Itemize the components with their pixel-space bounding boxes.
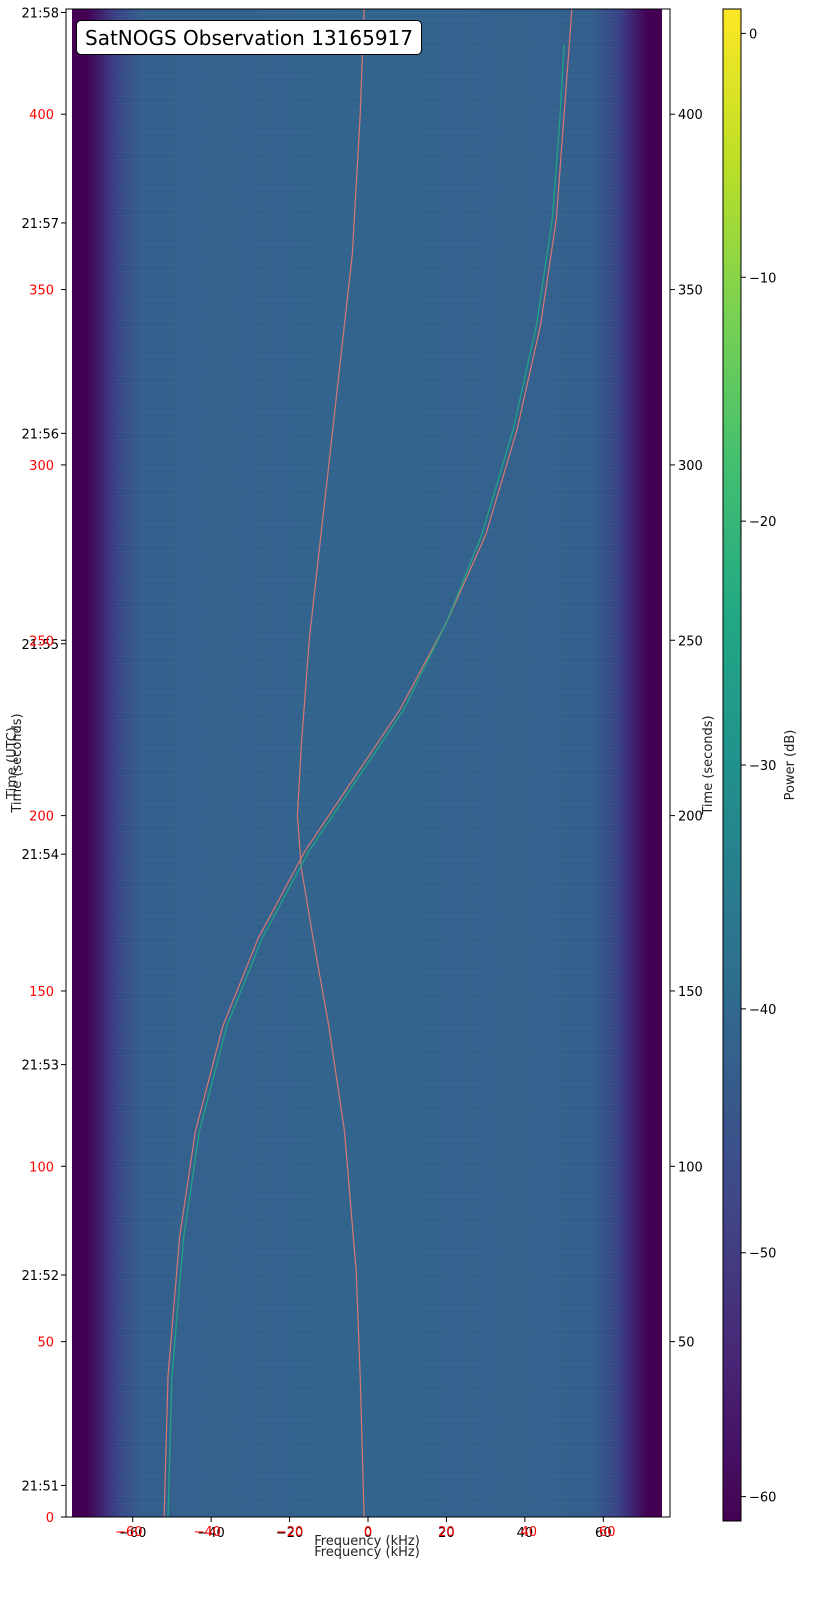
x-axis-label-secondary: Frequency (kHz) (314, 1534, 420, 1549)
y-seconds-tick-label-left: 250 (29, 634, 54, 649)
y-seconds-tick-label-left: 0 (46, 1511, 54, 1526)
x-tick-label-red: 20 (438, 1525, 455, 1540)
x-axis-ticks: −60 −40 −20 0 20 40 60 (119, 1517, 612, 1541)
x-tick-label-red: 0 (364, 1525, 372, 1540)
spectrogram-plot-area (65, 8, 671, 1518)
y-utc-tick-label: 21:52 (22, 1269, 59, 1284)
colorbar-tick-label: −60 (749, 1491, 776, 1506)
x-tick-label: 60 (595, 1526, 612, 1541)
x-tick-label-red: 60 (599, 1525, 616, 1540)
colorbar: 0 −10 −20 −30 −40 −50 −60 Power (dB) (722, 8, 798, 1522)
y-utc-tick-label: 21:55 (22, 638, 59, 653)
y-seconds-tick-label-right: 250 (678, 634, 703, 649)
y-axis-utc-ticks: 21:51 21:52 21:53 21:54 21:55 21:56 21:57 21:58 (22, 7, 66, 1494)
y-seconds-tick-label-right: 400 (678, 108, 703, 123)
y-seconds-tick-label-right: 300 (678, 459, 703, 474)
colorbar-ticks: 0 −10 −20 −30 −40 −50 −60 (741, 27, 776, 1506)
y-seconds-tick-label-left: 100 (29, 1160, 54, 1175)
colorbar-tick-label: −20 (749, 515, 776, 530)
y-utc-tick-label: 21:57 (22, 217, 59, 232)
y-axis-label-seconds-right: Time (seconds) (701, 715, 716, 815)
y-seconds-tick-label-left: 350 (29, 284, 54, 299)
doppler-curve-1 (163, 8, 573, 1518)
x-tick-label-red: 40 (521, 1525, 538, 1540)
y-seconds-tick-label-left: 400 (29, 108, 54, 123)
y-utc-tick-label: 21:56 (22, 427, 59, 442)
colorbar-tick-label: −30 (749, 759, 776, 774)
colorbar-label: Power (dB) (783, 730, 798, 801)
spectrogram-noise-texture (115, 9, 619, 1517)
x-tick-label: 0 (364, 1526, 372, 1541)
y-utc-tick-label: 21:58 (22, 7, 59, 22)
x-tick-label: −40 (197, 1526, 224, 1541)
y-axis-seconds-ticks-right: 50 100 150 200 250 300 350 400 (670, 108, 703, 1351)
x-tick-label-red: −40 (193, 1525, 220, 1540)
x-tick-label-red: −60 (115, 1525, 142, 1540)
series-layer (163, 8, 573, 1518)
colorbar-tick-label: −50 (749, 1247, 776, 1262)
x-tick-label: 40 (517, 1526, 534, 1541)
x-tick-label: −20 (276, 1526, 303, 1541)
colorbar-tick-label: −40 (749, 1003, 776, 1018)
colorbar-gradient (722, 8, 742, 1522)
x-tick-label-red: −20 (276, 1525, 303, 1540)
doppler-curve-0 (296, 8, 365, 1518)
satellite-signal-trace-2 (167, 44, 565, 1518)
y-seconds-tick-label-left: 200 (29, 810, 54, 825)
x-axis-ticks-red: −60 −40 −20 0 20 40 60 (115, 1525, 615, 1540)
x-tick-label: −60 (119, 1526, 146, 1541)
y-seconds-tick-label-right: 150 (678, 985, 703, 1000)
y-utc-tick-label: 21:53 (22, 1059, 59, 1074)
y-seconds-tick-label-left: 150 (29, 985, 54, 1000)
y-seconds-tick-label-left: 50 (37, 1336, 54, 1351)
y-seconds-tick-label-right: 50 (678, 1336, 695, 1351)
y-utc-tick-label: 21:54 (22, 848, 59, 863)
y-axis-label-seconds-left: Time (seconds) (10, 713, 25, 813)
y-seconds-tick-label-right: 100 (678, 1160, 703, 1175)
y-seconds-tick-label-right: 350 (678, 284, 703, 299)
y-axis-label-utc: Time (UTC) (5, 727, 20, 800)
x-tick-label: 20 (438, 1526, 455, 1541)
chart-title: SatNOGS Observation 13165917 (76, 20, 422, 55)
colorbar-tick-label: −10 (749, 271, 776, 286)
y-axis-seconds-ticks-left: 0 50 100 150 200 250 300 350 400 (29, 108, 66, 1526)
y-seconds-tick-label-left: 300 (29, 459, 54, 474)
x-axis-label: Frequency (kHz) (314, 1545, 420, 1560)
y-seconds-tick-label-right: 200 (678, 810, 703, 825)
colorbar-tick-label: 0 (749, 27, 757, 42)
y-utc-tick-label: 21:51 (22, 1479, 59, 1494)
